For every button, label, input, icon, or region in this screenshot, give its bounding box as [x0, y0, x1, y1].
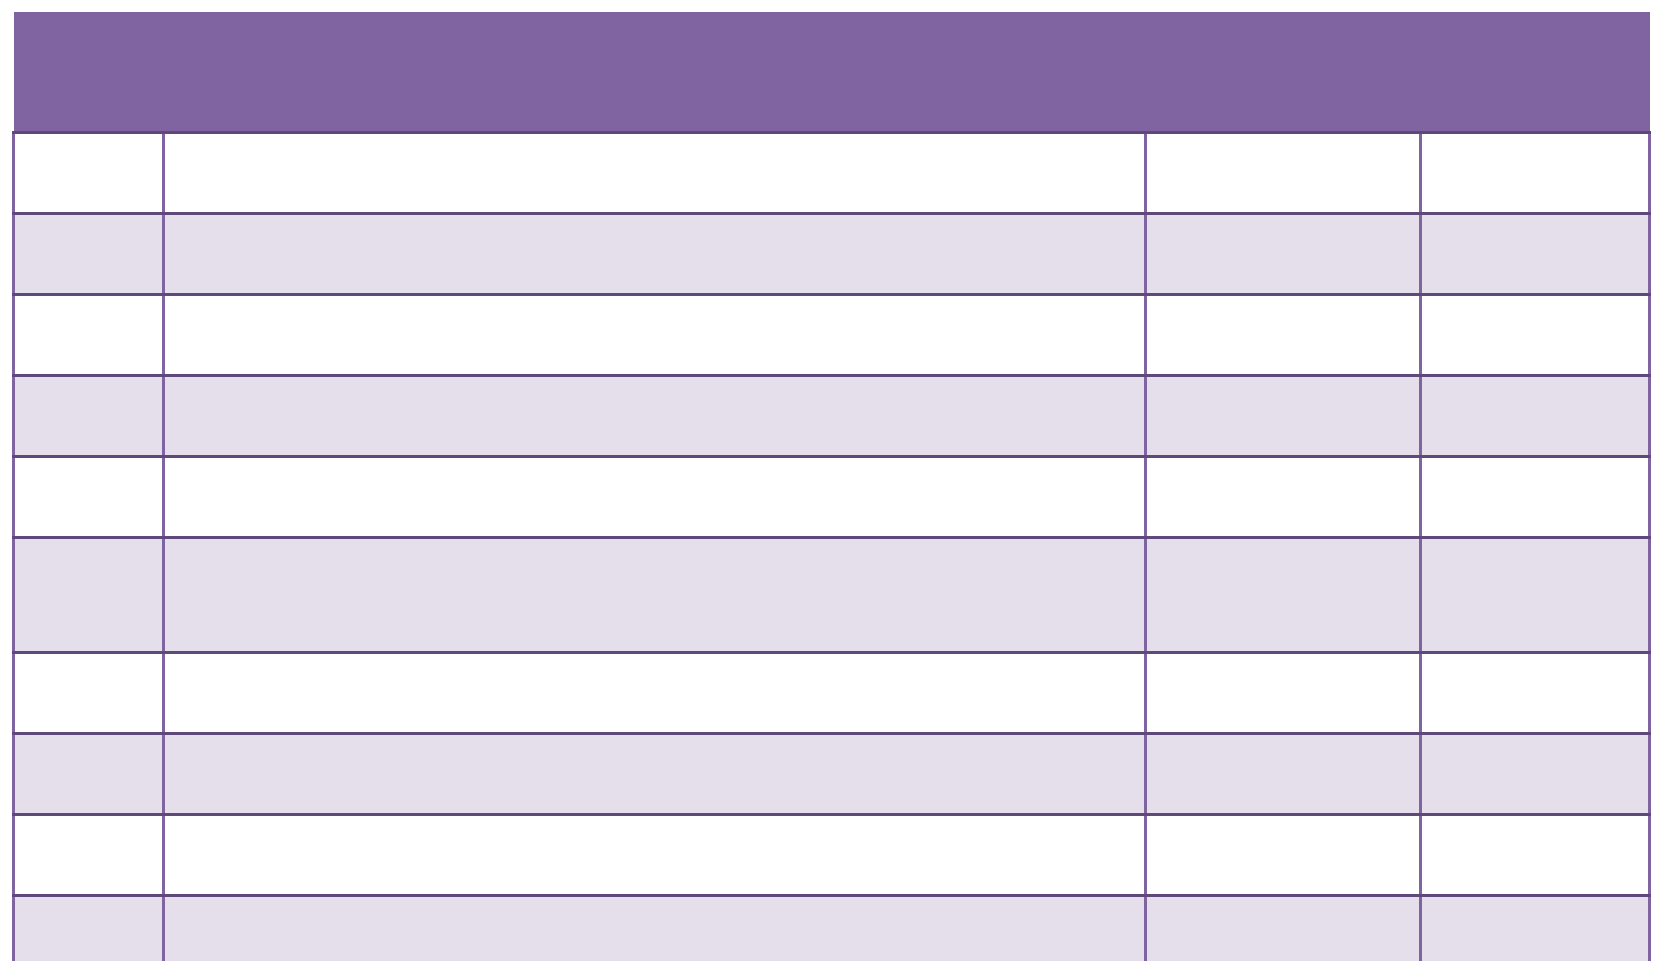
table-cell[interactable]: [1144, 651, 1422, 735]
table-cell[interactable]: [12, 131, 165, 215]
table-row: [12, 894, 1651, 961]
table-container: [12, 12, 1651, 961]
table-cell[interactable]: [1144, 813, 1422, 897]
table-cell[interactable]: [1419, 813, 1651, 897]
table-cell[interactable]: [12, 813, 165, 897]
table-row: [12, 293, 1651, 377]
table-cell[interactable]: [162, 374, 1147, 458]
table-cell[interactable]: [162, 813, 1147, 897]
table-cell[interactable]: [162, 131, 1147, 215]
table-cell[interactable]: [162, 894, 1147, 961]
table-cell[interactable]: [1419, 651, 1651, 735]
table-cell[interactable]: [12, 536, 165, 654]
table-cell[interactable]: [1144, 732, 1422, 816]
table-header-cell[interactable]: [13, 12, 1650, 134]
table-cell[interactable]: [1419, 293, 1651, 377]
table-cell[interactable]: [1419, 374, 1651, 458]
table-cell[interactable]: [162, 455, 1147, 539]
table-cell[interactable]: [1419, 732, 1651, 816]
table-cell[interactable]: [162, 536, 1147, 654]
table-cell[interactable]: [12, 894, 165, 961]
table-cell[interactable]: [12, 212, 165, 296]
table-cell[interactable]: [162, 293, 1147, 377]
table-cell[interactable]: [1419, 536, 1651, 654]
table-cell[interactable]: [1144, 293, 1422, 377]
table-cell[interactable]: [162, 732, 1147, 816]
table-row: [12, 813, 1651, 897]
table-cell[interactable]: [1144, 455, 1422, 539]
table-cell[interactable]: [1144, 131, 1422, 215]
table-cell[interactable]: [162, 212, 1147, 296]
table-row: [12, 455, 1651, 539]
table-cell[interactable]: [1419, 894, 1651, 961]
table-cell[interactable]: [1419, 455, 1651, 539]
table-cell[interactable]: [1144, 212, 1422, 296]
table-header-row: [13, 12, 1650, 134]
table-row: [12, 732, 1651, 816]
table-cell[interactable]: [1144, 894, 1422, 961]
table-row: [12, 212, 1651, 296]
table-cell[interactable]: [1419, 212, 1651, 296]
table-row: [12, 536, 1651, 654]
table-cell[interactable]: [12, 293, 165, 377]
table-row: [12, 374, 1651, 458]
blank-banded-table: [12, 12, 1651, 961]
table-cell[interactable]: [12, 455, 165, 539]
table-cell[interactable]: [162, 651, 1147, 735]
table-row: [12, 651, 1651, 735]
table-cell[interactable]: [12, 732, 165, 816]
table-cell[interactable]: [12, 651, 165, 735]
table-row: [12, 131, 1651, 215]
table-body: [12, 131, 1651, 961]
table-cell[interactable]: [12, 374, 165, 458]
table-cell[interactable]: [1144, 374, 1422, 458]
table-cell[interactable]: [1419, 131, 1651, 215]
table-cell[interactable]: [1144, 536, 1422, 654]
